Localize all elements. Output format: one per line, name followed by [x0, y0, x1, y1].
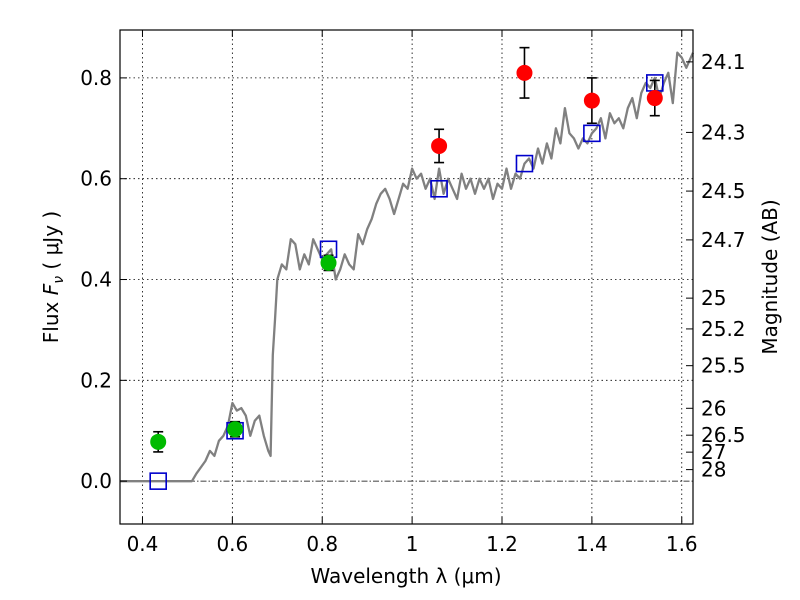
- observed-nir-point: [583, 92, 600, 109]
- y-axis-label-unit: ( μJy ): [39, 211, 63, 276]
- y-tick-label: 0.6: [80, 167, 112, 191]
- y-tick-label: 0.8: [80, 66, 112, 90]
- mag-tick-label: 24.7: [701, 228, 746, 252]
- observed-nir-point: [516, 64, 533, 81]
- y-axis-label-symbol: F: [39, 283, 63, 295]
- grid: [120, 30, 693, 524]
- mag-tick-label: 25: [701, 286, 726, 310]
- mag-tick-label: 27: [701, 440, 726, 464]
- y-tick-label: 0.0: [80, 469, 112, 493]
- observed-nir-point: [431, 137, 448, 154]
- y-tick-label: 0.2: [80, 368, 112, 392]
- y-tick-label: 0.4: [80, 268, 112, 292]
- mag-tick-label: 25.2: [701, 317, 746, 341]
- y-axis-label-prefix: Flux: [39, 295, 63, 343]
- mag-tick-label: 24.5: [701, 179, 746, 203]
- model-photometry-square: [430, 179, 448, 198]
- y-axis-label: Flux Fν ( μJy ): [39, 211, 67, 343]
- observed-optical-point: [150, 433, 167, 450]
- mag-tick-label: 26.5: [701, 423, 746, 447]
- model-photometry-square: [149, 472, 167, 490]
- x-tick-label: 0.6: [216, 532, 248, 556]
- observed-optical-point: [227, 421, 244, 438]
- mag-tick-label: 25.5: [701, 354, 746, 378]
- model-photometry-square: [515, 154, 534, 173]
- plot-area: [120, 30, 693, 524]
- mag-tick-label: 24.1: [701, 50, 746, 74]
- mag-tick-label: 28: [701, 458, 726, 482]
- spectrum-line: [120, 51, 695, 483]
- x-tick-label: 0.4: [127, 532, 159, 556]
- right-axis-label: Magnitude (AB): [758, 199, 782, 354]
- x-tick-label: 0.8: [306, 532, 338, 556]
- x-tick-label: 1.4: [576, 532, 608, 556]
- x-tick-label: 1.6: [666, 532, 698, 556]
- observed-nir-point: [646, 90, 663, 107]
- ticks: 0.4 0.6 0.8 1 1.2 1.4 1.6 0.0 0.2 0.4 0.6 0.8 24.1 24…: [80, 30, 746, 556]
- x-tick-label: 1.2: [486, 532, 518, 556]
- plot-frame: [119, 29, 694, 525]
- y-axis-label-subscript: ν: [51, 276, 67, 284]
- model-photometry-square: [583, 124, 601, 143]
- mag-tick-label: 24.3: [701, 120, 746, 144]
- observed-optical-point: [320, 254, 337, 271]
- mag-tick-label: 26: [701, 396, 726, 420]
- spectrum-layer: [120, 51, 695, 483]
- x-axis-label: Wavelength λ (μm): [310, 564, 501, 588]
- marker-layer: [149, 46, 664, 490]
- x-tick-label: 1: [406, 532, 419, 556]
